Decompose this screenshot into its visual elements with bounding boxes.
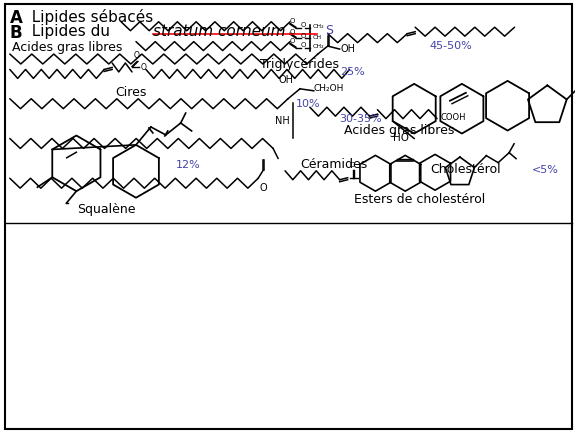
Text: O: O [289,38,295,44]
Text: Esters de cholestérol: Esters de cholestérol [354,193,485,206]
Text: Acides gras libres: Acides gras libres [12,41,122,54]
Text: CH₂: CH₂ [313,24,324,29]
Text: Cholestérol: Cholestérol [430,163,501,176]
Text: Cires: Cires [115,86,147,99]
Text: 10%: 10% [296,99,321,109]
Text: 30-35%: 30-35% [340,113,383,124]
Text: O: O [141,63,147,72]
Text: COOH: COOH [440,113,466,122]
Text: Acides gras libres: Acides gras libres [344,123,455,136]
Text: O: O [300,33,306,39]
Text: Triglycérides: Triglycérides [260,58,339,71]
Text: S: S [325,24,333,37]
Text: O: O [300,22,306,28]
Text: NH: NH [275,116,290,126]
Text: OH: OH [279,75,294,85]
Text: O: O [289,29,295,35]
Text: Lipides du: Lipides du [22,24,115,39]
Text: CH₂OH: CH₂OH [314,84,344,94]
Text: CH: CH [313,35,322,40]
Text: <5%: <5% [531,165,559,175]
Text: B: B [10,24,23,42]
Text: O: O [350,162,355,168]
Text: Lipides sébacés: Lipides sébacés [22,10,153,26]
Text: OH: OH [340,44,355,54]
Text: O: O [300,42,306,48]
Text: stratum corneum: stratum corneum [153,24,286,39]
Text: HO: HO [393,133,409,143]
Text: 12%: 12% [176,160,200,170]
Text: 25%: 25% [340,67,365,77]
Text: Squalène: Squalène [77,203,136,216]
Text: O: O [289,18,295,24]
Text: Céramides: Céramides [300,158,367,171]
Text: A: A [10,10,23,27]
Text: CH₂: CH₂ [313,44,324,48]
Text: O: O [259,183,267,193]
Text: O: O [134,51,140,59]
Text: 45-50%: 45-50% [429,41,472,51]
